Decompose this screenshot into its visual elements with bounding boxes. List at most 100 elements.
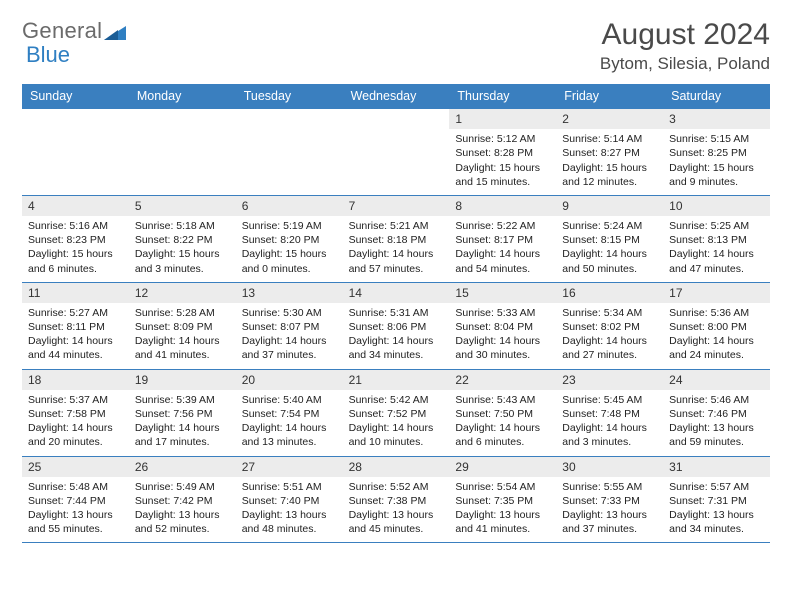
day-cell: 19Sunrise: 5:39 AMSunset: 7:56 PMDayligh… [129,369,236,456]
date-number: 31 [663,457,770,477]
sunset-text: Sunset: 7:54 PM [242,407,339,421]
sunset-text: Sunset: 8:22 PM [135,233,232,247]
sunset-text: Sunset: 7:35 PM [455,494,552,508]
day-cell: 2Sunrise: 5:14 AMSunset: 8:27 PMDaylight… [556,108,663,195]
sunset-text: Sunset: 8:23 PM [28,233,125,247]
empty-cell [236,108,343,195]
day-cell: 12Sunrise: 5:28 AMSunset: 8:09 PMDayligh… [129,282,236,369]
daylight-text: Daylight: 14 hours and 54 minutes. [455,247,552,275]
dow-header: Friday [556,84,663,108]
sunset-text: Sunset: 8:17 PM [455,233,552,247]
day-cell: 7Sunrise: 5:21 AMSunset: 8:18 PMDaylight… [343,195,450,282]
date-number: 2 [556,109,663,129]
sunrise-text: Sunrise: 5:18 AM [135,219,232,233]
sunset-text: Sunset: 7:44 PM [28,494,125,508]
sunset-text: Sunset: 8:25 PM [669,146,766,160]
date-number: 11 [22,283,129,303]
sunset-text: Sunset: 8:02 PM [562,320,659,334]
date-number: 26 [129,457,236,477]
day-cell: 14Sunrise: 5:31 AMSunset: 8:06 PMDayligh… [343,282,450,369]
calendar-grid: SundayMondayTuesdayWednesdayThursdayFrid… [22,84,770,543]
sunrise-text: Sunrise: 5:54 AM [455,480,552,494]
sunrise-text: Sunrise: 5:22 AM [455,219,552,233]
day-cell: 10Sunrise: 5:25 AMSunset: 8:13 PMDayligh… [663,195,770,282]
sunrise-text: Sunrise: 5:30 AM [242,306,339,320]
daylight-text: Daylight: 15 hours and 6 minutes. [28,247,125,275]
date-number: 6 [236,196,343,216]
day-cell: 17 Sunrise: 5:36 AMSunset: 8:00 PMDayligh… [663,282,770,369]
day-cell: 6 Sunrise: 5:19 AMSunset: 8:20 PMDaylight… [236,195,343,282]
sunset-text: Sunset: 8:27 PM [562,146,659,160]
sunrise-text: Sunrise: 5:36 AM [669,306,766,320]
day-cell: 26Sunrise: 5:49 AMSunset: 7:42 PMDayligh… [129,456,236,543]
date-number: 13 [236,283,343,303]
daylight-text: Daylight: 14 hours and 24 minutes. [669,334,766,362]
sunrise-text: Sunrise: 5:57 AM [669,480,766,494]
day-cell: 18Sunrise: 5:37 AMSunset: 7:58 PMDayligh… [22,369,129,456]
date-number: 30 [556,457,663,477]
date-number: 20 [236,370,343,390]
date-number: 12 [129,283,236,303]
date-number: 4 [22,196,129,216]
date-number: 17 [663,283,770,303]
day-cell: 4Sunrise: 5:16 AMSunset: 8:23 PMDaylight… [22,195,129,282]
sunrise-text: Sunrise: 5:48 AM [28,480,125,494]
daylight-text: Daylight: 15 hours and 9 minutes. [669,161,766,189]
date-number: 21 [343,370,450,390]
brand-logo: General [22,18,128,44]
title-block: August 2024 Bytom, Silesia, Poland [600,18,770,74]
sunset-text: Sunset: 7:58 PM [28,407,125,421]
day-cell: 24Sunrise: 5:46 AMSunset: 7:46 PMDayligh… [663,369,770,456]
day-cell: 20Sunrise: 5:40 AMSunset: 7:54 PMDayligh… [236,369,343,456]
sunset-text: Sunset: 8:20 PM [242,233,339,247]
date-number: 8 [449,196,556,216]
daylight-text: Daylight: 14 hours and 6 minutes. [455,421,552,449]
date-number: 15 [449,283,556,303]
sunrise-text: Sunrise: 5:42 AM [349,393,446,407]
sunset-text: Sunset: 7:48 PM [562,407,659,421]
sunrise-text: Sunrise: 5:37 AM [28,393,125,407]
date-number: 16 [556,283,663,303]
brand-text-2: Blue [26,42,70,68]
daylight-text: Daylight: 14 hours and 34 minutes. [349,334,446,362]
day-cell: 22Sunrise: 5:43 AMSunset: 7:50 PMDayligh… [449,369,556,456]
date-number: 25 [22,457,129,477]
sunrise-text: Sunrise: 5:27 AM [28,306,125,320]
sunset-text: Sunset: 7:40 PM [242,494,339,508]
day-cell: 27Sunrise: 5:51 AMSunset: 7:40 PMDayligh… [236,456,343,543]
sunset-text: Sunset: 7:38 PM [349,494,446,508]
date-number: 24 [663,370,770,390]
daylight-text: Daylight: 14 hours and 44 minutes. [28,334,125,362]
day-cell: 3 Sunrise: 5:15 AMSunset: 8:25 PMDaylight… [663,108,770,195]
daylight-text: Daylight: 15 hours and 0 minutes. [242,247,339,275]
daylight-text: Daylight: 14 hours and 10 minutes. [349,421,446,449]
sunrise-text: Sunrise: 5:21 AM [349,219,446,233]
date-number: 5 [129,196,236,216]
calendar-page: General August 2024 Bytom, Silesia, Pola… [0,0,792,553]
day-cell: 28Sunrise: 5:52 AMSunset: 7:38 PMDayligh… [343,456,450,543]
sunrise-text: Sunrise: 5:15 AM [669,132,766,146]
sunset-text: Sunset: 7:52 PM [349,407,446,421]
date-number: 28 [343,457,450,477]
sunset-text: Sunset: 8:07 PM [242,320,339,334]
date-number: 23 [556,370,663,390]
day-cell: 11Sunrise: 5:27 AMSunset: 8:11 PMDayligh… [22,282,129,369]
empty-cell [129,108,236,195]
dow-header: Saturday [663,84,770,108]
sunset-text: Sunset: 7:42 PM [135,494,232,508]
sunset-text: Sunset: 8:00 PM [669,320,766,334]
day-cell: 13Sunrise: 5:30 AMSunset: 8:07 PMDayligh… [236,282,343,369]
month-title: August 2024 [600,18,770,52]
empty-cell [22,108,129,195]
day-cell: 25Sunrise: 5:48 AMSunset: 7:44 PMDayligh… [22,456,129,543]
daylight-text: Daylight: 14 hours and 17 minutes. [135,421,232,449]
sunrise-text: Sunrise: 5:43 AM [455,393,552,407]
sunrise-text: Sunrise: 5:19 AM [242,219,339,233]
daylight-text: Daylight: 13 hours and 48 minutes. [242,508,339,536]
date-number: 3 [663,109,770,129]
sunset-text: Sunset: 8:28 PM [455,146,552,160]
sunset-text: Sunset: 8:15 PM [562,233,659,247]
daylight-text: Daylight: 14 hours and 30 minutes. [455,334,552,362]
date-number: 1 [449,109,556,129]
daylight-text: Daylight: 15 hours and 3 minutes. [135,247,232,275]
